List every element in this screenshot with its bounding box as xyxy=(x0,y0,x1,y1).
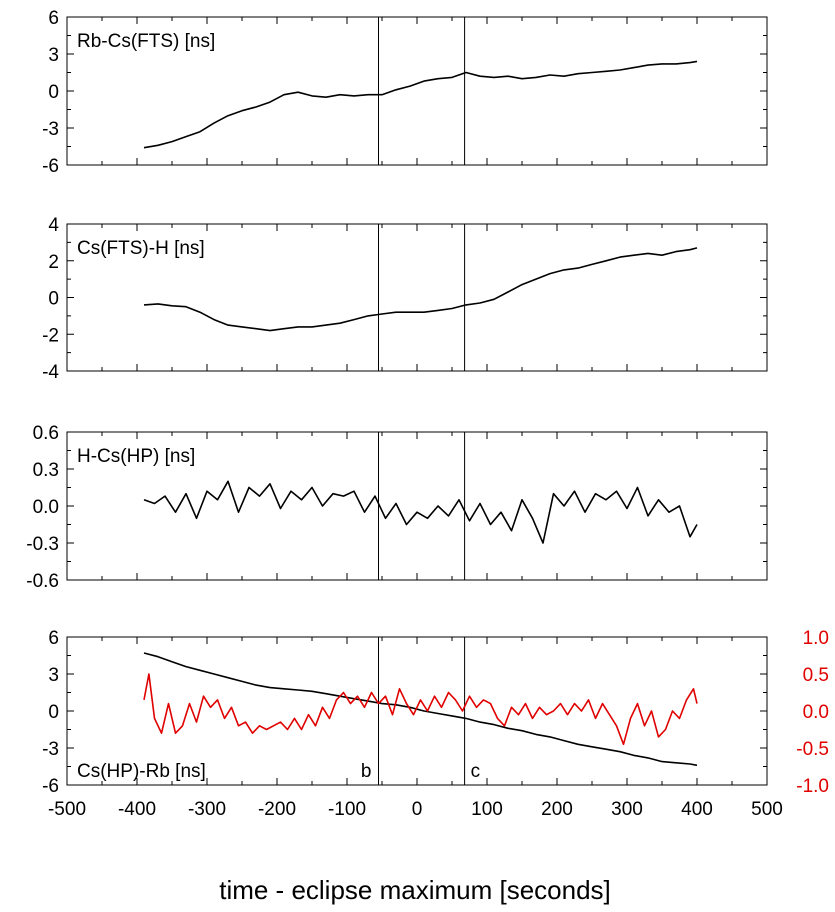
y-tick-label: -2 xyxy=(42,325,59,346)
series-line-2 xyxy=(143,673,698,746)
x-tick-label: 0 xyxy=(412,799,423,820)
x-tick-label: 300 xyxy=(611,799,643,820)
panel-2: -4 -2 0 2 4 Cs(FTS)-H [ns] xyxy=(42,215,768,383)
y-tick-label: 0.0 xyxy=(33,497,59,518)
y-tick-label: -0.3 xyxy=(26,534,59,555)
x-tick-label: 400 xyxy=(681,799,713,820)
y-right-tick-label: 0.0 xyxy=(803,702,829,723)
x-tick-label: -500 xyxy=(48,799,86,820)
y-tick-label: 0.6 xyxy=(33,423,59,444)
y-right-tick-label: -1.0 xyxy=(796,776,829,797)
panel-1: -6 -3 0 3 6 Rb-Cs(FTS) [ns] xyxy=(42,8,768,177)
y-tick-label: -0.6 xyxy=(26,571,59,592)
series-line-1 xyxy=(143,480,698,544)
y-tick-label: 0 xyxy=(48,702,59,723)
x-axis-label: time - eclipse maximum [seconds] xyxy=(219,875,611,905)
y-tick-label: 4 xyxy=(48,215,59,236)
x-tick-label: -400 xyxy=(118,799,156,820)
y-tick-label: 3 xyxy=(48,45,59,66)
panel-4: -6 -3 0 3 6 -1.0 -0.5 0.0 0.5 1.0 b c Cs(HP)-Rb [ns]… xyxy=(42,628,829,820)
x-tick-label: -200 xyxy=(258,799,296,820)
x-tick-label: -300 xyxy=(188,799,226,820)
y-right-tick-label: 1.0 xyxy=(803,628,829,649)
panel-annotation: Rb-Cs(FTS) [ns] xyxy=(77,31,215,52)
panel-3: -0.6 -0.3 0.0 0.3 0.6 H-Cs(HP) [ns] xyxy=(26,423,768,592)
panels: -6 -3 0 3 6 Rb-Cs(FTS) [ns] -4 -2 0 2 4 Cs(FTS)-H [… xyxy=(26,8,829,820)
marker-label: c xyxy=(471,761,481,782)
panel-annotation: Cs(HP)-Rb [ns] xyxy=(77,761,206,782)
panel-annotation: Cs(FTS)-H [ns] xyxy=(77,238,205,259)
x-tick-label: 100 xyxy=(471,799,503,820)
y-tick-label: -3 xyxy=(42,739,59,760)
marker-label: b xyxy=(361,761,372,782)
x-tick-label: 200 xyxy=(541,799,573,820)
y-tick-label: -6 xyxy=(42,776,59,797)
series-line-1 xyxy=(143,60,698,149)
x-tick-label: -100 xyxy=(328,799,366,820)
series-line-1 xyxy=(143,247,698,332)
y-tick-label: 6 xyxy=(48,628,59,649)
y-tick-label: -3 xyxy=(42,119,59,140)
y-tick-label: 0 xyxy=(48,82,59,103)
y-tick-label: -4 xyxy=(42,362,59,383)
x-tick-label: 500 xyxy=(751,799,783,820)
y-tick-label: 0.3 xyxy=(33,460,59,481)
y-tick-label: 2 xyxy=(48,252,59,273)
y-tick-label: -6 xyxy=(42,156,59,177)
series-line-1 xyxy=(143,652,698,767)
y-tick-label: 0 xyxy=(48,289,59,310)
y-right-tick-label: -0.5 xyxy=(796,739,829,760)
y-tick-label: 3 xyxy=(48,665,59,686)
y-tick-label: 6 xyxy=(48,8,59,29)
y-right-tick-label: 0.5 xyxy=(803,665,829,686)
panel-annotation: H-Cs(HP) [ns] xyxy=(77,446,195,467)
